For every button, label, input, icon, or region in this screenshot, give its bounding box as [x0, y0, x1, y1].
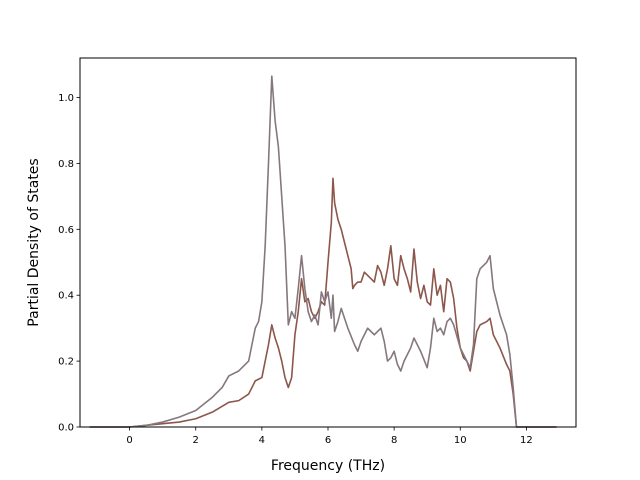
y-tick-label: 0.0	[58, 423, 74, 434]
x-tick-label: 2	[193, 435, 199, 446]
x-tick-label: 8	[391, 435, 397, 446]
x-tick-label: 6	[325, 435, 331, 446]
x-tick-label: 10	[454, 435, 467, 446]
y-tick-label: 1.0	[58, 93, 74, 104]
y-axis-label: Partial Density of States	[26, 158, 42, 326]
series-line-2	[89, 75, 557, 428]
y-tick-label: 0.4	[58, 291, 74, 302]
y-tick-label: 0.2	[58, 357, 74, 368]
y-tick-label: 0.8	[58, 159, 74, 170]
x-axis-label: Frequency (THz)	[271, 458, 385, 474]
y-tick-label: 0.6	[58, 225, 74, 236]
series-line-1	[89, 177, 557, 428]
axis-layer: 0 2 4 6 8 10 12 0.0 0.2 0.4 0.6 0.8 1.0	[58, 93, 533, 446]
x-tick-label: 0	[126, 435, 132, 446]
x-tick-label: 12	[520, 435, 533, 446]
plot-series-layer	[89, 75, 557, 428]
x-tick-label: 4	[259, 435, 265, 446]
